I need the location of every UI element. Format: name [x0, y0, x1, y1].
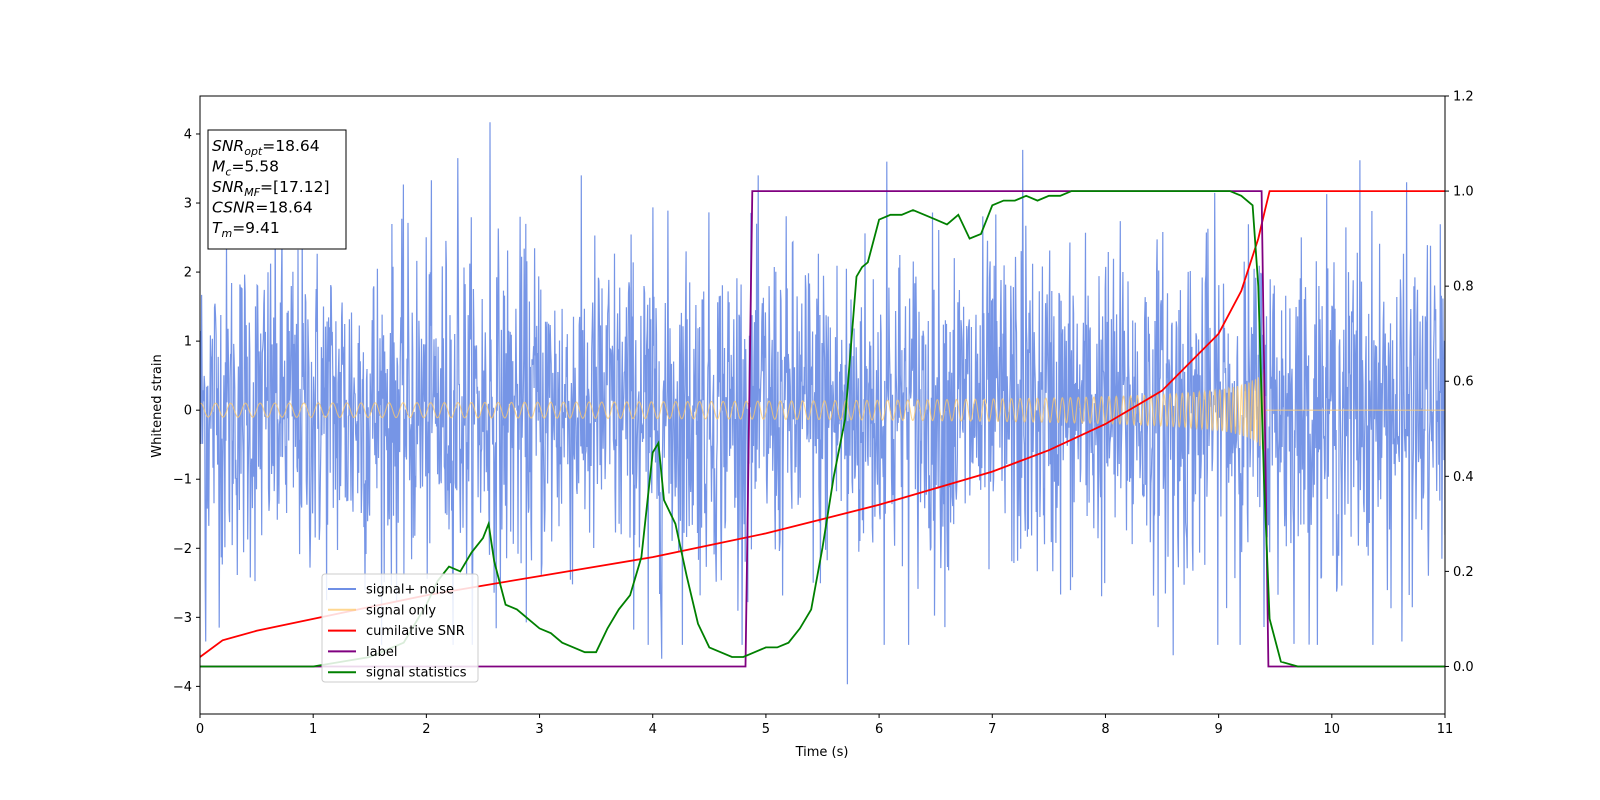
y2-tick-label: 0.6 [1453, 375, 1474, 390]
x-tick-label: 6 [875, 722, 883, 737]
y-tick-label: 4 [184, 127, 192, 142]
x-tick-label: 7 [988, 722, 996, 737]
legend-frame [321, 573, 479, 683]
info-box-frame [207, 129, 347, 250]
legend-label: signal only [366, 603, 436, 618]
x-tick-label: 0 [196, 722, 204, 737]
y-tick-label: −3 [173, 611, 192, 626]
x-tick-label: 4 [649, 722, 657, 737]
x-tick-label: 9 [1214, 722, 1222, 737]
y2-tick-label: 0.0 [1453, 660, 1474, 675]
info-box-line: Tm=9.41 [212, 219, 280, 240]
x-tick-label: 10 [1324, 722, 1341, 737]
y2-tick-label: 0.2 [1453, 565, 1474, 580]
y2-tick-label: 0.8 [1453, 280, 1474, 295]
y-tick-label: −2 [173, 542, 192, 557]
plot-frame [199, 95, 1446, 715]
y-tick-label: 1 [184, 335, 192, 350]
y-tick-label: −1 [173, 473, 192, 488]
y-tick-label: 0 [184, 404, 192, 419]
info-box: SNRopt=18.64Mc=5.58SNRMF=[17.12]CSNR=18.… [207, 129, 347, 250]
info-box-line: SNRopt=18.64 [212, 137, 320, 158]
legend-label: signal+ noise [366, 583, 454, 598]
x-axis: 0 1 2 3 4 5 6 7 8 9 10 11 [196, 714, 1453, 737]
legend-label: signal statistics [366, 666, 467, 681]
x-axis-label: Time (s) [795, 745, 849, 760]
x-tick-label: 1 [309, 722, 317, 737]
legend-label: cumilative SNR [366, 624, 465, 639]
info-box-line: SNRMF=[17.12] [212, 178, 330, 199]
info-box-line: CSNR=18.64 [212, 199, 313, 217]
y2-tick-label: 0.4 [1453, 470, 1474, 485]
x-tick-label: 5 [762, 722, 770, 737]
y-tick-label: 2 [184, 266, 192, 281]
signal-statistics-line [200, 190, 1445, 668]
signal-only-line [200, 369, 1445, 452]
x-tick-label: 3 [535, 722, 543, 737]
x-tick-label: 8 [1101, 722, 1109, 737]
y-axis-left: −4 −3 −2 −1 0 1 2 3 4 [173, 127, 200, 695]
y2-tick-label: 1.2 [1453, 90, 1474, 105]
legend-label: label [366, 645, 397, 660]
info-box-line: Mc=5.58 [212, 158, 279, 179]
x-tick-label: 2 [422, 722, 430, 737]
y2-tick-label: 1.0 [1453, 185, 1474, 200]
x-tick-label: 11 [1437, 722, 1454, 737]
y-axis-label: Whitened strain [150, 354, 165, 457]
y-axis-right: 0.0 0.2 0.4 0.6 0.8 1.0 1.2 [1445, 90, 1474, 675]
y-tick-label: −4 [173, 680, 192, 695]
signal-noise-line [200, 122, 1445, 685]
y-tick-label: 3 [184, 197, 192, 212]
legend: signal+ noise signal only cumilative SNR la… [321, 573, 479, 683]
